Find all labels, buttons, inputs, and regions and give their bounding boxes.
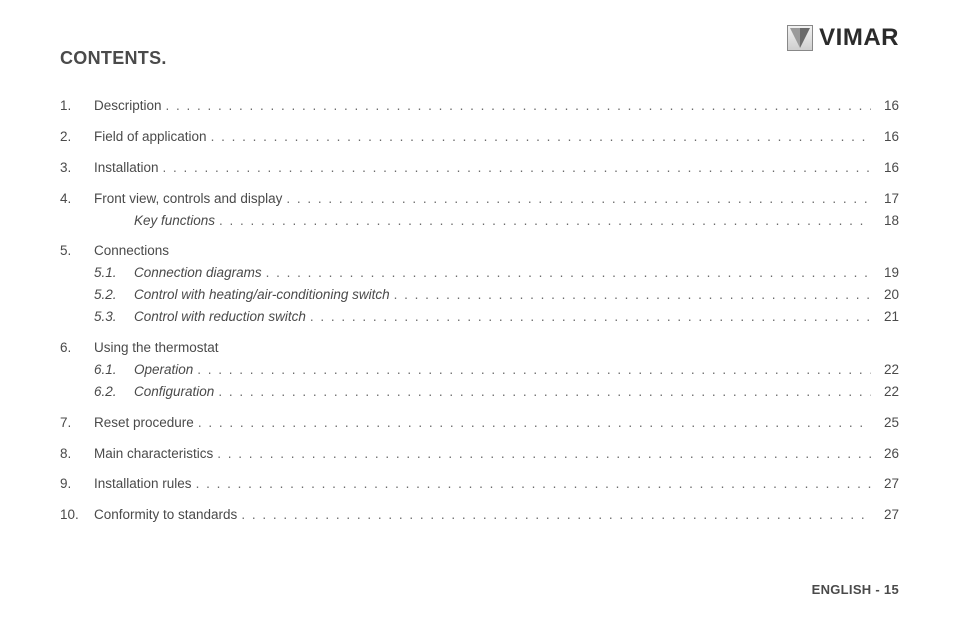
toc-subitem: 6.1.Operation 22: [60, 361, 899, 380]
toc-leader: [213, 445, 871, 464]
toc-page-number: 22: [871, 383, 899, 402]
toc-label: Connections: [94, 242, 169, 261]
toc-subitem: 5.2.Control with heating/air-conditionin…: [60, 286, 899, 305]
toc-label: Operation: [134, 361, 193, 380]
toc-leader: [194, 414, 871, 433]
toc-subitem: 6.2.Configuration 22: [60, 383, 899, 402]
toc-number: 6.2.: [94, 383, 134, 402]
toc-leader: [159, 159, 871, 178]
toc-number: 4.: [60, 190, 94, 209]
brand-logo-text: VIMAR: [819, 24, 899, 52]
toc-item: 4.Front view, controls and display 17: [60, 190, 899, 209]
toc-number: 5.: [60, 242, 94, 261]
toc-gap: [60, 497, 899, 506]
page-footer: ENGLISH - 15: [812, 582, 899, 597]
toc-number: 5.2.: [94, 286, 134, 305]
toc-label: Connection diagrams: [134, 264, 262, 283]
toc-label: Installation rules: [94, 475, 192, 494]
toc-label: Control with reduction switch: [134, 308, 306, 327]
toc-number: 1.: [60, 97, 94, 116]
toc-label: Field of application: [94, 128, 207, 147]
toc-label: Conformity to standards: [94, 506, 237, 525]
toc-gap: [60, 150, 899, 159]
toc-subitem: 5.3.Control with reduction switch 21: [60, 308, 899, 327]
page-title: CONTENTS.: [60, 48, 899, 69]
toc-leader: [390, 286, 871, 305]
toc-page-number: 16: [871, 128, 899, 147]
toc-number: 5.3.: [94, 308, 134, 327]
toc-page-number: 20: [871, 286, 899, 305]
toc-leader: [193, 361, 871, 380]
toc-page-number: 16: [871, 97, 899, 116]
toc-leader: [237, 506, 871, 525]
toc-item: 9.Installation rules 27: [60, 475, 899, 494]
toc-item: 6.Using the thermostat: [60, 339, 899, 358]
toc-label: Control with heating/air-conditioning sw…: [134, 286, 390, 305]
toc-leader: [215, 212, 871, 231]
toc-label: Front view, controls and display: [94, 190, 282, 209]
toc-page-number: 18: [871, 212, 899, 231]
toc-page-number: 21: [871, 308, 899, 327]
toc-number: 6.: [60, 339, 94, 358]
toc-page-number: 27: [871, 475, 899, 494]
toc-item: 8.Main characteristics 26: [60, 445, 899, 464]
toc-label: Key functions: [134, 212, 215, 231]
toc-item: 3.Installation 16: [60, 159, 899, 178]
toc-label: Description: [94, 97, 162, 116]
toc-leader: [192, 475, 871, 494]
toc-gap: [60, 233, 899, 242]
toc-item: 2.Field of application 16: [60, 128, 899, 147]
toc-number: 2.: [60, 128, 94, 147]
brand-logo-mark-icon: [787, 25, 813, 51]
toc-label: Main characteristics: [94, 445, 213, 464]
toc-item: 10.Conformity to standards 27: [60, 506, 899, 525]
toc-number: 8.: [60, 445, 94, 464]
brand-logo: VIMAR: [787, 24, 899, 52]
toc-item: 7.Reset procedure 25: [60, 414, 899, 433]
toc-page-number: 19: [871, 264, 899, 283]
toc-leader: [262, 264, 871, 283]
toc-gap: [60, 181, 899, 190]
toc-label: Reset procedure: [94, 414, 194, 433]
toc-page-number: 16: [871, 159, 899, 178]
toc-number: 10.: [60, 506, 94, 525]
manual-page: VIMAR CONTENTS. 1.Description162.Field o…: [0, 0, 959, 617]
toc-page-number: 27: [871, 506, 899, 525]
toc-leader: [306, 308, 871, 327]
toc-item: 1.Description 16: [60, 97, 899, 116]
toc-page-number: 17: [871, 190, 899, 209]
toc-subitem: Key functions 18: [60, 212, 899, 231]
toc-leader: [214, 383, 871, 402]
toc-gap: [60, 330, 899, 339]
toc-leader: [207, 128, 871, 147]
toc-label: Configuration: [134, 383, 214, 402]
toc-page-number: 26: [871, 445, 899, 464]
toc-page-number: 25: [871, 414, 899, 433]
toc-label: Installation: [94, 159, 159, 178]
toc-gap: [60, 466, 899, 475]
toc-gap: [60, 119, 899, 128]
toc-number: 3.: [60, 159, 94, 178]
toc-gap: [60, 436, 899, 445]
toc-page-number: 22: [871, 361, 899, 380]
toc-number: 7.: [60, 414, 94, 433]
toc-leader: [162, 97, 871, 116]
toc-leader: [282, 190, 871, 209]
toc-item: 5.Connections: [60, 242, 899, 261]
toc-subitem: 5.1.Connection diagrams 19: [60, 264, 899, 283]
toc-number: 6.1.: [94, 361, 134, 380]
toc-label: Using the thermostat: [94, 339, 219, 358]
toc-number: 9.: [60, 475, 94, 494]
toc-gap: [60, 405, 899, 414]
table-of-contents: 1.Description162.Field of application163…: [60, 97, 899, 525]
toc-number: 5.1.: [94, 264, 134, 283]
